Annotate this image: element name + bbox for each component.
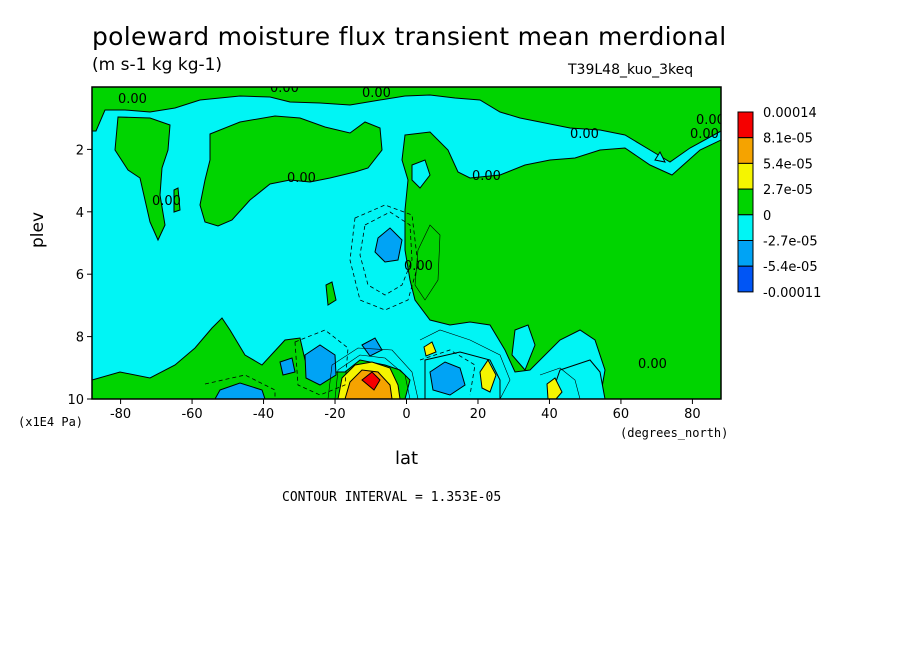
- positive-region-right: [401, 131, 721, 399]
- contour-label: 0.00: [472, 169, 501, 184]
- y-tick-label: 4: [76, 206, 84, 221]
- contour-label: 0.00: [362, 86, 391, 101]
- contour-label: 0.00: [570, 127, 599, 142]
- positive-region-top: [92, 87, 721, 163]
- x-unit-label: (degrees_north): [620, 426, 729, 440]
- colorbar-label: 5.4e-05: [763, 157, 813, 172]
- colorbar-swatch: [737, 265, 754, 293]
- positive-contours: [327, 224, 581, 399]
- contour-label: 0.00: [404, 259, 433, 274]
- maximum-region-red: [361, 371, 381, 391]
- positive-blob: [173, 187, 181, 213]
- x-axis: -80 -60 -40 -20 0 20 40 60 80: [110, 399, 701, 422]
- x-tick-label: -80: [110, 407, 131, 422]
- minimum-region: [374, 227, 403, 263]
- y-tick-label: 10: [67, 393, 84, 408]
- colorbar-label: 0.00014: [763, 106, 817, 121]
- negative-island: [411, 159, 431, 189]
- x-axis-label: lat: [395, 448, 419, 469]
- contour-label: 0.00: [696, 113, 725, 128]
- colorbar-label: -2.7e-05: [763, 235, 818, 250]
- negative-island: [511, 324, 536, 371]
- colorbar-swatch: [737, 188, 754, 216]
- colorbar-swatch: [737, 111, 754, 139]
- minimum-region: [214, 382, 266, 399]
- negative-island: [654, 150, 666, 163]
- colorbar-legend: 0.00014 8.1e-05 5.4e-05 2.7e-05 0 -2.7e-05 -5.…: [737, 106, 821, 301]
- x-tick-label: 20: [470, 407, 487, 422]
- contour-label: 0.00: [118, 92, 147, 107]
- x-tick-label: 0: [402, 407, 410, 422]
- y-tick-label: 2: [76, 143, 84, 158]
- contour-labels: 0.000.00 0.000.00 0.000.00 0.000.000.000.00…: [118, 81, 725, 372]
- run-label: T39L48_kuo_3keq: [568, 62, 694, 78]
- colorbar-label: 2.7e-05: [763, 183, 813, 198]
- colorbar-swatch: [737, 162, 754, 190]
- y-tick-label: 8: [76, 331, 84, 346]
- colorbar-label: 8.1e-05: [763, 132, 813, 147]
- maximum-region-yellow: [479, 359, 497, 393]
- contour-label: 0.00: [690, 127, 719, 142]
- y-tick-label: 6: [76, 268, 84, 283]
- x-tick-label: -40: [253, 407, 274, 422]
- x-tick-label: -20: [324, 407, 345, 422]
- plot-area: 0.000.00 0.000.00 0.000.00 0.000.000.000.00…: [92, 81, 725, 399]
- minimum-region: [279, 357, 296, 376]
- x-tick-label: -60: [181, 407, 202, 422]
- colorbar-label: -5.4e-05: [763, 260, 818, 275]
- colorbar-swatch: [737, 137, 754, 164]
- chart-title: poleward moisture flux transient mean me…: [92, 22, 727, 51]
- x-tick-label: 80: [684, 407, 701, 422]
- colorbar-swatch: [737, 214, 754, 242]
- contour-label: 0.00: [152, 194, 181, 209]
- contour-label: 0.00: [270, 81, 299, 96]
- maximum-region-yellow: [423, 341, 437, 357]
- positive-region-leftlobe: [114, 116, 171, 242]
- minimum-region: [304, 344, 337, 386]
- colorbar-label: -0.00011: [763, 286, 821, 301]
- x-tick-label: 60: [613, 407, 630, 422]
- y-unit-label: (x1E4 Pa): [18, 415, 84, 429]
- x-tick-label: 40: [541, 407, 558, 422]
- minimum-region: [429, 361, 466, 396]
- chart-units: (m s-1 kg kg-1): [92, 55, 223, 75]
- positive-region-left: [199, 115, 383, 227]
- colorbar-label: 0: [763, 209, 771, 224]
- colorbar-swatch: [737, 240, 754, 267]
- contour-label: 0.00: [287, 171, 316, 186]
- maximum-region-yellow: [546, 377, 563, 399]
- contour-label: 0.00: [638, 357, 667, 372]
- positive-blob: [325, 281, 337, 306]
- contour-interval-label: CONTOUR INTERVAL = 1.353E-05: [282, 490, 502, 505]
- negative-contours: [204, 204, 476, 399]
- minimum-region: [361, 337, 383, 357]
- y-axis: 2 4 6 8 10: [67, 143, 92, 408]
